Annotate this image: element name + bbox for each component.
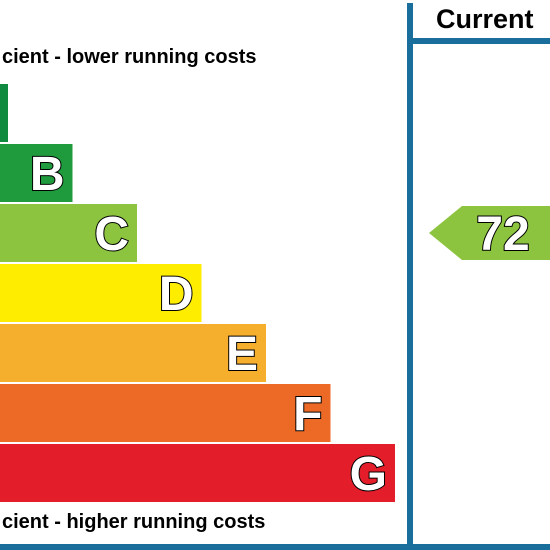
band-letter-b: B	[30, 148, 65, 201]
band-bar-g	[0, 444, 395, 502]
band-letter-e: E	[226, 328, 258, 381]
vertical-divider	[407, 3, 413, 550]
current-rating-value: 72	[476, 208, 529, 261]
band-letter-c: C	[94, 208, 129, 261]
band-letter-f: F	[293, 388, 322, 441]
band-bar-d	[0, 264, 202, 322]
header-divider	[410, 38, 550, 44]
band-bar-e	[0, 324, 266, 382]
band-bar-c	[0, 204, 137, 262]
current-rating-arrow	[429, 206, 550, 260]
band-letter-d: D	[159, 268, 194, 321]
bottom-border	[0, 544, 550, 550]
band-bar-b	[0, 144, 73, 202]
bottom-caption: cient - higher running costs	[2, 511, 265, 533]
column-header-current: Current	[436, 4, 534, 34]
band-bar-f	[0, 384, 331, 442]
top-caption: cient - lower running costs	[2, 46, 256, 68]
band-letter-g: G	[350, 448, 387, 501]
current-rating-indicator: 72	[429, 206, 550, 262]
band-bar-a	[0, 84, 8, 142]
